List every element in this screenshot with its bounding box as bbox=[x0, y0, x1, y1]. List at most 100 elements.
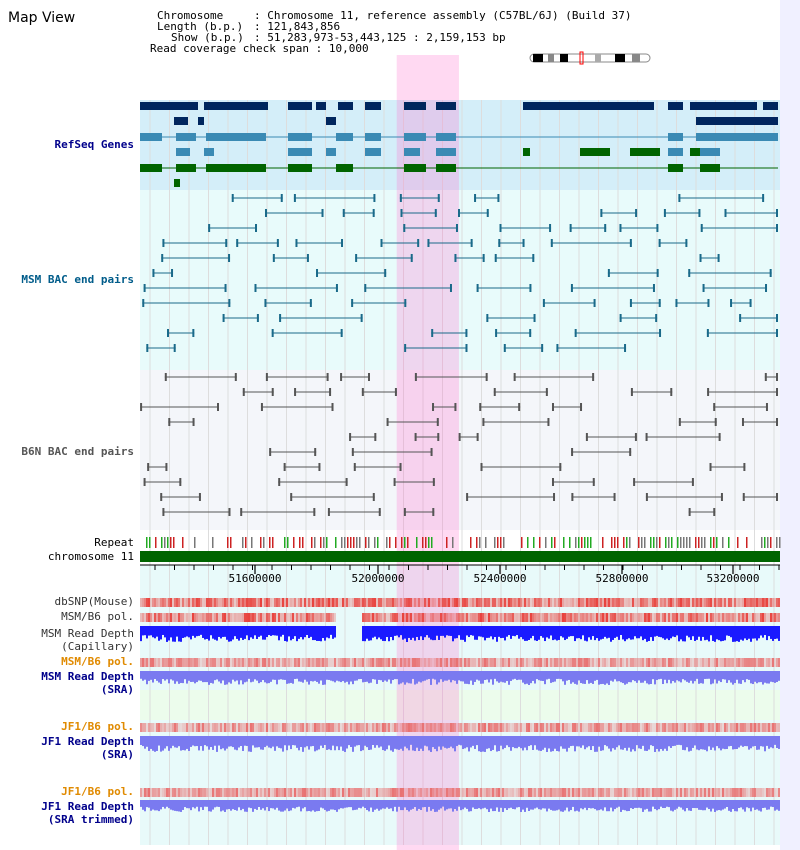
dbsnp-cell bbox=[726, 598, 728, 607]
jf1-depth-sra-bar bbox=[220, 736, 222, 750]
jf1-b6-pol2-cell bbox=[582, 788, 584, 797]
jf1-b6-pol-cell bbox=[150, 723, 152, 732]
dbsnp-cell bbox=[356, 598, 358, 607]
msm-depth-cap-bar bbox=[726, 626, 728, 636]
msm-b6-pol2-cell bbox=[426, 658, 428, 667]
jf1-b6-pol-cell bbox=[632, 723, 634, 732]
b6n-bac-pair-end bbox=[313, 508, 316, 516]
jf1-depth-sra-bar bbox=[498, 736, 500, 752]
msm-depth-sra-bar bbox=[156, 671, 158, 681]
jf1-b6-pol2-cell bbox=[330, 788, 332, 797]
msm-depth-cap-bar bbox=[640, 626, 642, 637]
msm-depth-sra-bar bbox=[568, 671, 570, 680]
msm-bac-label[interactable]: MSM BAC end pairs bbox=[21, 273, 134, 286]
jf1-b6-pol-cell bbox=[440, 723, 442, 732]
dbsnp-cell bbox=[462, 598, 464, 607]
dbsnp-cell bbox=[188, 598, 190, 607]
msm-b6-pol-cell bbox=[728, 613, 730, 622]
msm-depth-cap-bar bbox=[206, 626, 208, 639]
jf1-depth-trim-bar bbox=[506, 800, 508, 810]
jf1-b6-pol2-cell bbox=[636, 788, 638, 797]
jf1-b6-pol-cell bbox=[682, 723, 684, 732]
jf1-depth-sra-bar bbox=[328, 736, 330, 750]
b6n-bac-pair-end bbox=[432, 508, 435, 516]
msm-depth-sra-bar bbox=[230, 671, 232, 684]
jf1-depth-sra-bar bbox=[674, 736, 676, 746]
jf1-depth-trim-bar bbox=[368, 800, 370, 812]
dbsnp-cell bbox=[548, 598, 550, 607]
jf1-b6-pol-cell bbox=[562, 723, 564, 732]
jf1-b6-pol-cell bbox=[748, 723, 750, 732]
msm-b6-pol-cell bbox=[198, 613, 200, 622]
msm-b6-pol2-cell bbox=[506, 658, 508, 667]
jf1-b6-pol-cell bbox=[744, 723, 746, 732]
jf1-b6-pol2-cell bbox=[182, 788, 184, 797]
msm-b6-pol2-cell bbox=[460, 658, 462, 667]
jf1-b6-pol2-cell bbox=[202, 788, 204, 797]
msm-b6-pol-cell bbox=[556, 613, 558, 622]
jf1-depth-sra-bar bbox=[424, 736, 426, 746]
msm-b6-pol-cell bbox=[324, 613, 326, 622]
b6n-bac-pair-end bbox=[378, 508, 381, 516]
msm-b6-pol-cell bbox=[262, 613, 264, 622]
msm-depth-cap-bar bbox=[248, 626, 250, 641]
msm-b6-pol2-cell bbox=[294, 658, 296, 667]
msm-depth-sra-bar bbox=[332, 671, 334, 682]
msm-b6-pol2-cell bbox=[670, 658, 672, 667]
msm-depth-sra-bar bbox=[652, 671, 654, 680]
msm-depth-sra-bar bbox=[330, 671, 332, 681]
msm-b6-pol-cell bbox=[636, 613, 638, 622]
repeat-mark bbox=[617, 537, 619, 548]
msm-b6-pol2-cell bbox=[154, 658, 156, 667]
msm-depth-cap-bar bbox=[314, 626, 316, 641]
jf1-b6-pol2-cell bbox=[728, 788, 730, 797]
jf1-depth-trim-bar bbox=[558, 800, 560, 810]
repeat-mark bbox=[614, 537, 616, 548]
jf1-b6-pol-cell bbox=[322, 723, 324, 732]
jf1-b6-pol-cell bbox=[648, 723, 650, 732]
msm-b6-pol2-cell bbox=[664, 658, 666, 667]
msm-b6-pol-cell bbox=[174, 613, 176, 622]
msm-bac-pair-end bbox=[342, 209, 345, 217]
msm-depth-cap-bar bbox=[282, 626, 284, 635]
msm-depth-sra-bar bbox=[704, 671, 706, 679]
msm-bac-pair-end bbox=[569, 224, 572, 232]
jf1-b6-pol-cell bbox=[688, 723, 690, 732]
msm-b6-pol-cell bbox=[738, 613, 740, 622]
msm-depth-cap-bar bbox=[476, 626, 478, 640]
jf1-b6-pol2-cell bbox=[338, 788, 340, 797]
b6n-bac-pair-end bbox=[290, 493, 293, 501]
repeat-mark bbox=[761, 537, 763, 548]
msm-depth-sra-bar bbox=[172, 671, 174, 681]
msm-b6-pol-cell bbox=[640, 613, 642, 622]
jf1-depth-sra-bar bbox=[404, 736, 406, 747]
jf1-b6-pol2-cell bbox=[770, 788, 772, 797]
jf1-depth-sra-bar bbox=[696, 736, 698, 750]
jf1-depth-trim-bar bbox=[774, 800, 776, 811]
ideogram-marker bbox=[579, 51, 584, 65]
msm-b6-pol2-cell bbox=[148, 658, 150, 667]
msm-b6-pol-cell bbox=[446, 613, 448, 622]
repeat-mark bbox=[653, 537, 655, 548]
refseq-genes-label[interactable]: RefSeq Genes bbox=[54, 138, 134, 151]
jf1-depth-trim-bar bbox=[748, 800, 750, 809]
msm-b6-pol-cell bbox=[650, 613, 652, 622]
msm-depth-cap-bar bbox=[682, 626, 684, 642]
b6n-bac-pair-end bbox=[545, 388, 548, 396]
msm-b6-pol2-cell bbox=[502, 658, 504, 667]
msm-b6-pol-cell bbox=[148, 613, 150, 622]
b6n-bac-pair-end bbox=[765, 403, 768, 411]
jf1-b6-pol-cell bbox=[542, 723, 544, 732]
dbsnp-cell bbox=[230, 598, 232, 607]
msm-b6-pol-cell bbox=[682, 613, 684, 622]
jf1-b6-pol2-cell bbox=[522, 788, 524, 797]
dbsnp-cell bbox=[630, 598, 632, 607]
msm-b6-pol-cell bbox=[492, 613, 494, 622]
msm-depth-cap-bar bbox=[470, 626, 472, 636]
msm-depth-sra-bar bbox=[670, 671, 672, 684]
b6n-bac-label[interactable]: B6N BAC end pairs bbox=[21, 445, 134, 458]
jf1-depth-sra-bar bbox=[564, 736, 566, 749]
b6n-bac-pair-end bbox=[482, 418, 485, 426]
jf1-b6-pol2-cell bbox=[382, 788, 384, 797]
